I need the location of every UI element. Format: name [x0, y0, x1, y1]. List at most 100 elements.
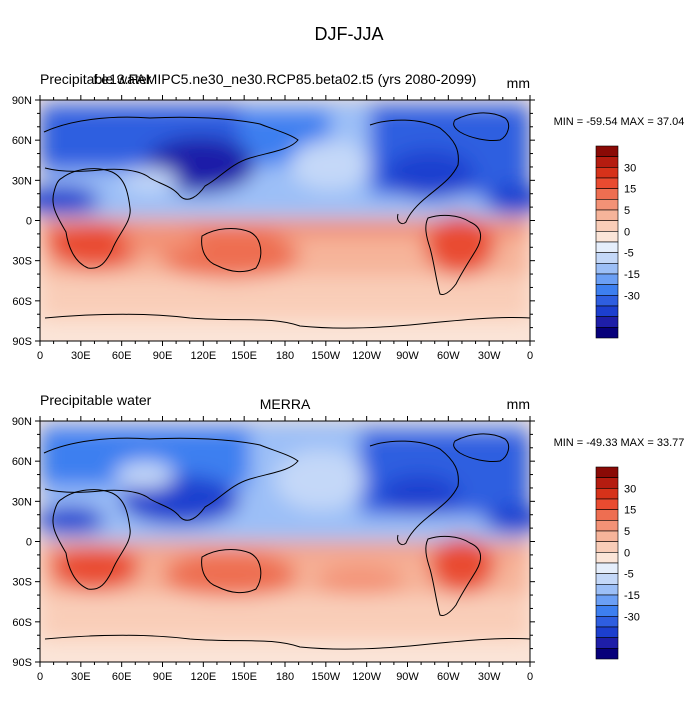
colorbar-box	[595, 209, 619, 221]
lon-tick-label: 90E	[153, 350, 173, 362]
lon-tick-label: 30W	[478, 350, 501, 362]
colorbar-box	[595, 263, 619, 275]
colorbar-box	[595, 562, 619, 574]
colorbar-box	[595, 188, 619, 200]
colorbar-box	[595, 552, 619, 564]
colorbar-box	[595, 648, 619, 660]
lon-tick-label: 120W	[352, 350, 381, 362]
panel-1-map-area	[40, 100, 530, 341]
panel-1-units: mm	[507, 75, 530, 91]
lat-tick-label: 90N	[12, 95, 32, 107]
lon-tick-label: 120E	[190, 671, 216, 683]
colorbar-label: -15	[624, 590, 640, 602]
panel-1-contour-field	[40, 100, 530, 320]
colorbar-box	[595, 199, 619, 211]
colorbar-box	[595, 284, 619, 296]
panel-2-left-title: Precipitable water	[40, 392, 152, 408]
lat-tick-label: 60S	[12, 296, 32, 308]
colorbar-box	[595, 145, 619, 157]
panel-2-contour-field	[40, 421, 530, 640]
lat-tick-label: 60N	[12, 135, 32, 147]
panel-1-min-max: MIN = -59.54 MAX = 37.04	[554, 116, 685, 128]
panel-2-colorbar: 30 15 5 0 -5 -15 -30	[595, 466, 640, 660]
lon-tick-label: 60W	[437, 671, 460, 683]
lat-tick-label: 30N	[12, 496, 32, 508]
lat-tick-label: 30S	[12, 256, 32, 268]
lat-tick-label: 30S	[12, 577, 32, 589]
panel-2-map-area	[40, 421, 530, 662]
lon-tick-label: 120W	[352, 671, 381, 683]
colorbar-box	[595, 509, 619, 521]
panel-2-units: mm	[507, 396, 530, 412]
lat-tick-label: 60N	[12, 456, 32, 468]
lon-tick-label: 150W	[311, 350, 340, 362]
panel-2-lat-axis: 90N 60N 30N 0 30S 60S 90S	[12, 416, 535, 669]
colorbar-box	[595, 498, 619, 510]
lon-tick-label: 0	[37, 671, 43, 683]
colorbar-box	[595, 273, 619, 285]
colorbar-label: -5	[624, 248, 634, 260]
lat-tick-label: 30N	[12, 175, 32, 187]
colorbar-box	[595, 167, 619, 179]
colorbar-box	[595, 177, 619, 189]
colorbar-box	[595, 520, 619, 532]
lon-tick-label: 0	[37, 350, 43, 362]
colorbar-box	[595, 584, 619, 596]
lat-tick-label: 60S	[12, 617, 32, 629]
lat-tick-label: 90N	[12, 416, 32, 428]
lon-tick-label: 150E	[231, 671, 257, 683]
lon-tick-label: 90E	[153, 671, 173, 683]
lon-tick-label: 90W	[396, 671, 419, 683]
colorbar-label: 30	[624, 162, 636, 174]
panel-1-colorbar: 30 15 5 0 -5 -15 -30	[595, 145, 640, 339]
colorbar-label: 0	[624, 226, 630, 238]
lon-tick-label: 120E	[190, 350, 216, 362]
colorbar-label: 0	[624, 547, 630, 559]
panel-1-lon-axis: 0 30E 60E 90E 120E 150E 180 150W 120W 90W 60W 30W 0	[37, 95, 533, 362]
lon-tick-label: 60E	[112, 350, 132, 362]
colorbar-box	[595, 305, 619, 317]
colorbar-box	[595, 156, 619, 168]
lat-tick-label: 0	[26, 537, 32, 549]
colorbar-label: 30	[624, 483, 636, 495]
colorbar-label: 5	[624, 205, 630, 217]
lon-tick-label: 30W	[478, 671, 501, 683]
panel-1-center-title: f.e13.FAMIPC5.ne30_ne30.RCP85.beta02.t5 …	[94, 71, 477, 87]
panel-2-center-title: MERRA	[260, 396, 311, 412]
colorbar-label: 15	[624, 184, 636, 196]
panel-2-lon-axis: 0 30E 60E 90E 120E 150E 180 150W 120W 90W 60W 30W 0	[37, 416, 533, 683]
colorbar-label: -30	[624, 290, 640, 302]
lon-tick-label: 60E	[112, 671, 132, 683]
colorbar-box	[595, 605, 619, 617]
lon-tick-label: 30E	[71, 671, 91, 683]
colorbar-box	[595, 295, 619, 307]
lon-tick-label: 30E	[71, 350, 91, 362]
colorbar-box	[595, 594, 619, 606]
colorbar-box	[595, 316, 619, 328]
lon-tick-label: 150W	[311, 671, 340, 683]
colorbar-box	[595, 541, 619, 553]
lon-tick-label: 150E	[231, 350, 257, 362]
lon-tick-label: 90W	[396, 350, 419, 362]
panel-2-coastlines	[43, 433, 530, 650]
lon-tick-label: 0	[527, 671, 533, 683]
lat-tick-label: 0	[26, 216, 32, 228]
lon-tick-label: 180	[276, 350, 294, 362]
lon-tick-label: 0	[527, 350, 533, 362]
panel-1-coastlines	[43, 112, 530, 329]
colorbar-box	[595, 241, 619, 253]
colorbar-label: -30	[624, 611, 640, 623]
colorbar-label: 5	[624, 526, 630, 538]
colorbar-box	[595, 626, 619, 638]
colorbar-box	[595, 488, 619, 500]
colorbar-label: 15	[624, 505, 636, 517]
lat-tick-label: 90S	[12, 336, 32, 348]
panel-1: Precipitable water f.e13.FAMIPC5.ne30_ne…	[12, 71, 685, 362]
lon-tick-label: 180	[276, 671, 294, 683]
colorbar-box	[595, 616, 619, 628]
colorbar-box	[595, 530, 619, 542]
colorbar-box	[595, 220, 619, 232]
panel-2: Precipitable water MERRA mm MIN = -49.33…	[12, 392, 685, 683]
panel-2-min-max: MIN = -49.33 MAX = 33.77	[554, 437, 685, 449]
